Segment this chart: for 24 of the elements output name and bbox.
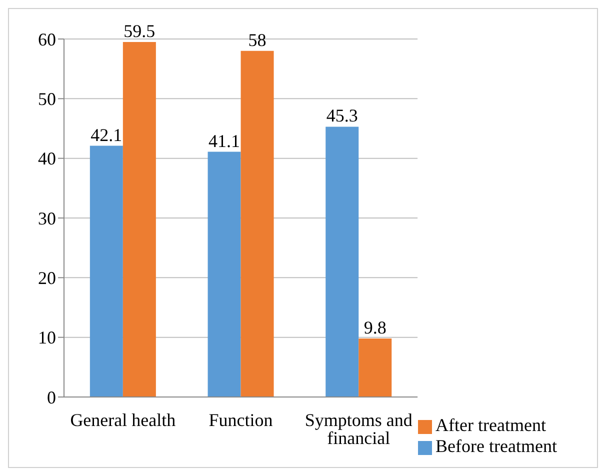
data-label: 58 xyxy=(248,30,266,50)
bar xyxy=(90,146,123,397)
y-tick-label: 20 xyxy=(38,268,56,288)
x-tick-label: Function xyxy=(208,410,273,430)
bar xyxy=(208,152,241,397)
y-tick-label: 60 xyxy=(38,29,56,50)
y-tick-label: 0 xyxy=(47,387,56,408)
bar xyxy=(122,42,156,397)
data-label: 42.1 xyxy=(90,124,122,145)
data-label: 9.8 xyxy=(364,318,386,338)
y-tick-label: 30 xyxy=(38,208,56,228)
y-tick-label: 40 xyxy=(38,148,56,169)
bar xyxy=(358,338,392,397)
bar xyxy=(240,50,274,397)
legend-label: Before treatment xyxy=(436,436,557,456)
legend-label: After treatment xyxy=(436,415,546,435)
bar xyxy=(326,126,359,397)
data-label: 41.1 xyxy=(208,130,240,151)
y-tick-label: 10 xyxy=(38,328,56,348)
data-label: 45.3 xyxy=(326,106,358,126)
data-label: 59.5 xyxy=(124,20,156,41)
x-tick-label: Symptoms and financial xyxy=(304,410,412,448)
y-tick-label: 50 xyxy=(38,89,56,110)
x-tick-label: General health xyxy=(70,410,176,430)
